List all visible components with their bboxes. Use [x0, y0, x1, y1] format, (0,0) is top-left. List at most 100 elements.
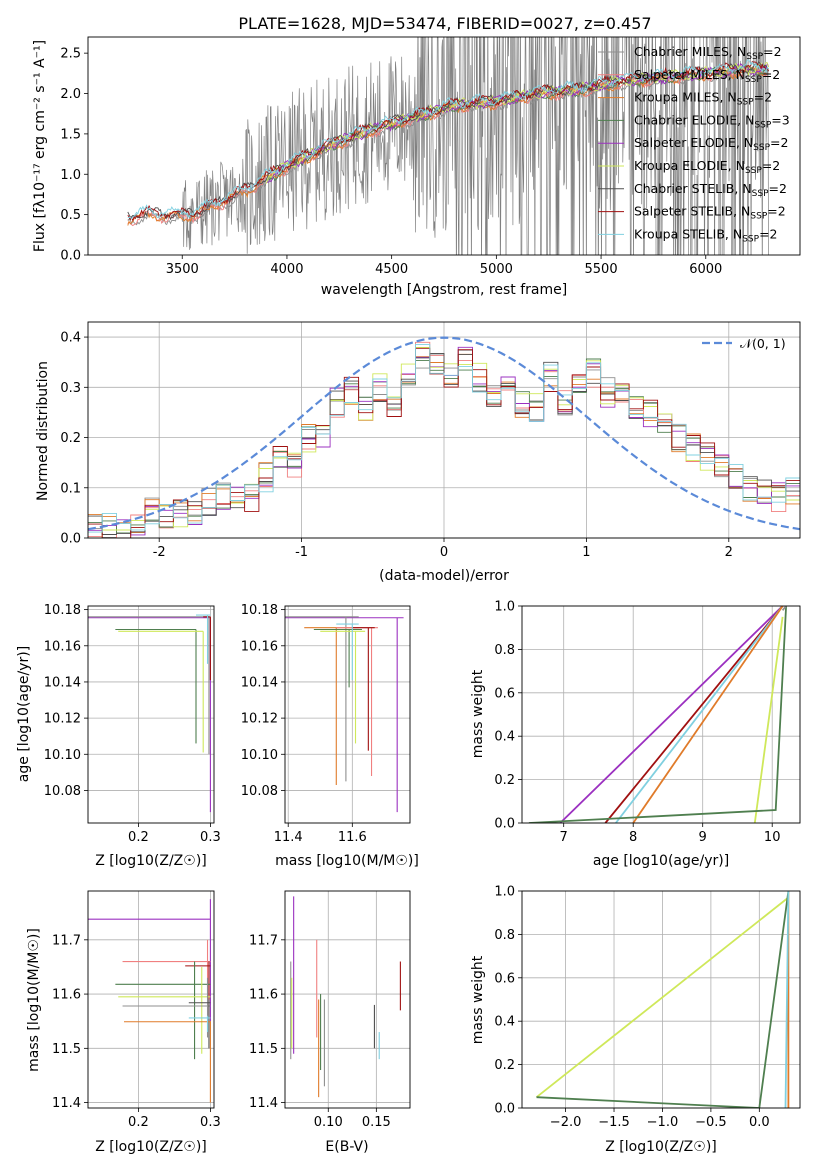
weight-line-salpeter-elodie: [559, 606, 784, 823]
x-tick-label: 0.3: [200, 830, 221, 845]
axes-frame: [284, 605, 411, 824]
y-tick-label: 0.5: [60, 208, 81, 223]
x-tick-label: 3500: [166, 262, 199, 277]
chart-title: PLATE=1628, MJD=53474, FIBERID=0027, z=0…: [238, 14, 651, 33]
y-tick-label: 11.5: [249, 1042, 278, 1057]
axes-frame: [521, 890, 801, 1109]
x-tick-label: −1.0: [647, 1115, 679, 1130]
y-tick-label: 2.0: [60, 87, 81, 102]
weight-line-salpeter-stelib: [604, 606, 784, 823]
y-tick-label: 0.4: [494, 1015, 515, 1030]
weight-line-kroupa-stelib: [615, 606, 784, 823]
model-line-kroupa-elodie: [265, 61, 770, 184]
y-tick-label: 11.4: [52, 1096, 81, 1111]
legend-sub: SSP: [737, 98, 754, 108]
y-axis-label: mass weight: [470, 955, 486, 1044]
legend-sub-rest: =2: [762, 67, 780, 82]
x-tick-label: 5500: [585, 262, 618, 277]
histogram-axes: -2 -1 0 1 2 0.0 0.1 0.2 0.3 0.4 𝒩(0, 1): [60, 321, 801, 560]
y-tick-label: 11.7: [52, 933, 81, 948]
plot-area: [127, 37, 770, 255]
plot-area: [528, 606, 787, 823]
y-tick-label: 0.2: [494, 773, 515, 788]
x-tick-label: 7: [560, 830, 568, 845]
x-tick-label: 0.3: [200, 1115, 221, 1130]
z-mass-axes: 0.2 0.3 11.4 11.5 11.6 11.7: [52, 890, 221, 1130]
legend-entry: Chabrier MILES, NSSP=2: [634, 44, 782, 62]
legend-sub-rest: =3: [771, 112, 789, 127]
x-tick-label: 0.15: [362, 1115, 391, 1130]
x-tick-label: 0.10: [314, 1115, 343, 1130]
x-tick-label: -2: [153, 545, 166, 560]
y-tick-label: 11.7: [249, 933, 278, 948]
legend-entry: Salpeter ELODIE, NSSP=2: [634, 135, 788, 153]
x-tick-label: 11.4: [274, 830, 303, 845]
x-tick-label: 2: [725, 545, 733, 560]
legend-sub: SSP: [750, 212, 767, 222]
y-tick-label: 10.10: [44, 748, 81, 763]
x-tick-label: 6000: [689, 262, 722, 277]
legend-entry: Salpeter MILES, NSSP=2: [634, 67, 780, 85]
legend-sub-rest: =2: [759, 226, 777, 241]
y-tick-label: 0.6: [494, 686, 515, 701]
legend-sub-rest: =2: [769, 181, 787, 196]
axes-frame: [87, 321, 801, 539]
age-weight-axes: 7 8 9 10 0.0 0.2 0.4 0.6 0.8 1.0: [494, 600, 801, 845]
x-tick-label: -1: [295, 545, 308, 560]
legend-entry: Salpeter STELIB, NSSP=2: [634, 204, 786, 222]
model-line-kroupa-stelib: [127, 59, 769, 220]
axes-frame: [521, 605, 801, 824]
weight-line-kroupa-elodie: [753, 616, 784, 823]
y-tick-label: 0.0: [60, 532, 81, 547]
y-axis-label: mass [log10(M/M☉)]: [26, 928, 42, 1072]
x-tick-label: 4500: [375, 262, 408, 277]
y-tick-label: 10.16: [44, 639, 81, 654]
x-tick-label: 9: [699, 830, 707, 845]
weight-line-kroupa-miles: [632, 606, 784, 823]
weight-line-chabrier-miles: [781, 606, 787, 611]
model-line-salpeter-stelib: [127, 60, 769, 222]
histogram-step-kroupa-stelib: [88, 343, 800, 533]
legend-sub-rest: =2: [754, 90, 772, 105]
x-tick-label: −1.5: [598, 1115, 630, 1130]
weight-line-chabrier-elodie: [536, 891, 790, 1108]
ebv-mass-axes: 0.10 0.15 11.4 11.5 11.6 11.7: [249, 890, 411, 1130]
x-tick-label: 0.2: [128, 830, 149, 845]
y-tick-label: 10.08: [44, 784, 81, 799]
model-line-chabrier-stelib: [127, 61, 770, 221]
y-tick-label: 1.0: [60, 168, 81, 183]
y-axis-label: mass weight: [470, 669, 486, 758]
x-tick-label: 10: [764, 830, 781, 845]
y-tick-label: 11.4: [249, 1096, 278, 1111]
legend-entry-normal: 𝒩(0, 1): [740, 336, 786, 351]
x-tick-label: 11.6: [338, 830, 367, 845]
axes-frame: [87, 605, 215, 824]
y-tick-label: 10.18: [241, 603, 278, 618]
spectrum-axes: 3500 4000 4500 5000 5500 6000 0.0 0.5 1.0 1.5 2.0 2…: [60, 36, 801, 277]
x-axis-label: (data-model)/error: [379, 568, 509, 584]
y-tick-label: 10.14: [241, 675, 278, 690]
y-tick-label: 0.2: [494, 1058, 515, 1073]
y-tick-label: 2.5: [60, 47, 81, 62]
y-tick-label: 10.18: [44, 603, 81, 618]
y-tick-label: 0.1: [60, 481, 81, 496]
x-tick-label: 0.2: [128, 1115, 149, 1130]
plot-area: [88, 336, 800, 538]
y-axis-label: Normed distribution: [35, 361, 51, 501]
y-tick-label: 10.10: [241, 748, 278, 763]
weight-line-chabrier-elodie: [528, 606, 787, 823]
y-tick-label: 10.08: [241, 784, 278, 799]
legend-entry: Kroupa MILES, NSSP=2: [634, 90, 772, 108]
y-tick-label: 11.6: [52, 988, 81, 1003]
legend-entry: Chabrier ELODIE, NSSP=3: [634, 112, 790, 130]
legend-sub: SSP: [753, 143, 770, 153]
x-tick-label: 5000: [480, 262, 513, 277]
x-axis-label: Z [log10(Z/Z☉)]: [95, 1139, 207, 1155]
y-tick-label: 0.2: [60, 431, 81, 446]
legend-entry: Kroupa STELIB, NSSP=2: [634, 226, 778, 244]
axes-frame: [87, 890, 215, 1109]
y-tick-label: 0.8: [494, 928, 515, 943]
x-axis-label: age [log10(age/yr)]: [593, 853, 729, 869]
